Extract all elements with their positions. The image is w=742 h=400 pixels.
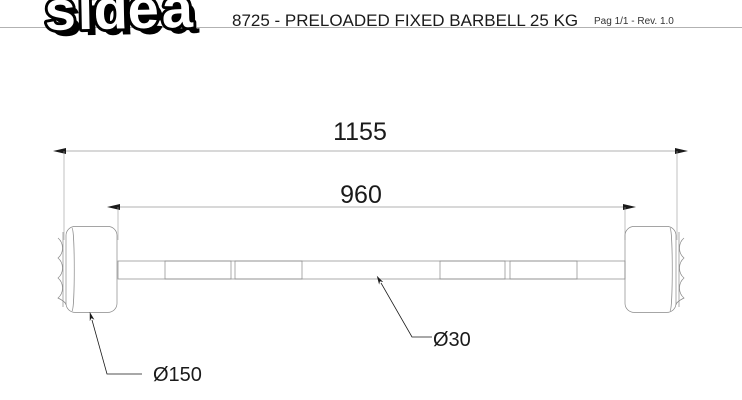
svg-text:Ø30: Ø30 (433, 329, 471, 351)
svg-text:1155: 1155 (333, 118, 387, 146)
svg-text:s i d: s i d e a (44, 0, 194, 42)
svg-text:960: 960 (340, 181, 382, 209)
svg-text:Ø150: Ø150 (153, 364, 202, 386)
